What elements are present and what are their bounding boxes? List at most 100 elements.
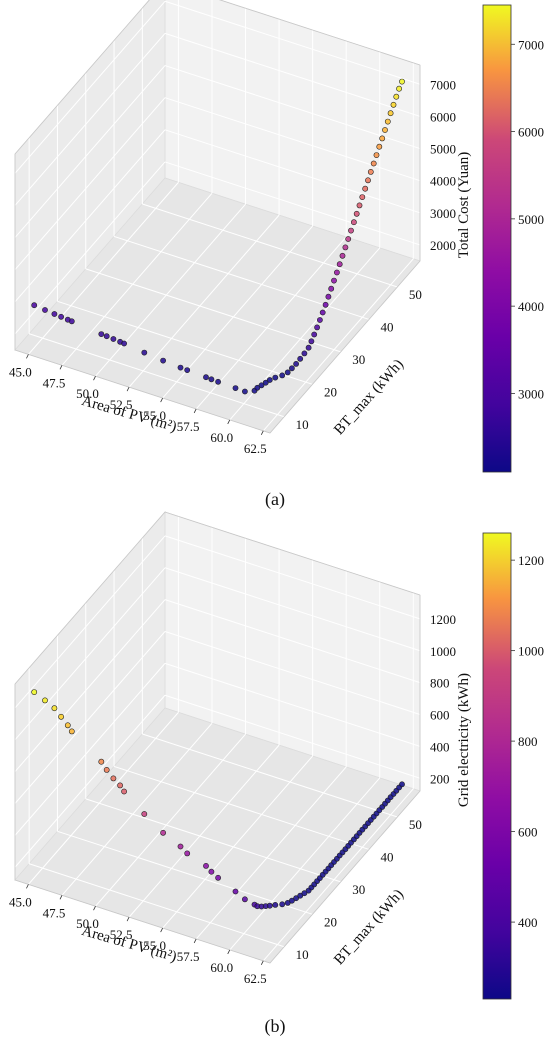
scatter-point — [58, 713, 64, 720]
x-tick-label: 57.5 — [177, 949, 200, 964]
z-tick-label: 5000 — [430, 142, 456, 157]
gridline — [14, 97, 166, 271]
colorbar-tick-label: 400 — [518, 915, 538, 930]
scatter-point — [110, 775, 117, 782]
colorbar-tick-label: 1200 — [518, 553, 544, 568]
gridline — [164, 694, 421, 779]
scatter-point — [203, 863, 209, 869]
x-tick-label: 47.5 — [43, 905, 66, 920]
scatter-point — [262, 379, 269, 386]
scatter-point — [373, 152, 380, 158]
colorbar — [482, 532, 512, 1000]
gridline — [28, 712, 179, 885]
scatter-point — [279, 372, 286, 379]
colorbar-tick-label: 3000 — [518, 386, 544, 401]
scatter-point — [58, 313, 64, 320]
gridline — [164, 567, 421, 652]
colorbar-tick-label: 4000 — [518, 299, 544, 314]
scatter-point — [288, 365, 295, 372]
x-tick — [160, 397, 163, 403]
x-tick — [93, 376, 96, 381]
scatter-point — [288, 897, 295, 904]
y-axis-label: BT_max (kWh) — [331, 357, 407, 439]
gridline — [14, 535, 166, 709]
scatter-point — [103, 767, 110, 773]
colorbar-tick-label: 7000 — [518, 37, 544, 52]
scatter-point — [325, 293, 332, 300]
y-tick-label: 20 — [324, 384, 337, 399]
colorbar-tick-label: 5000 — [518, 212, 544, 227]
scatter-point — [184, 367, 191, 373]
scatter-point — [121, 340, 127, 347]
scatter-point — [103, 333, 110, 340]
y-tick-label: 30 — [352, 352, 365, 367]
scatter-point — [393, 93, 400, 100]
colorbar-tick-label: 1000 — [518, 644, 544, 659]
x-tick — [193, 408, 197, 414]
scatter-point — [215, 378, 221, 385]
gridline — [164, 32, 421, 117]
scatter-point — [331, 277, 337, 284]
scatter-point — [345, 236, 352, 242]
z-tick-label: 800 — [430, 676, 450, 691]
gridline — [164, 65, 421, 150]
axis-edge — [14, 0, 150, 155]
x-tick — [227, 419, 231, 425]
scatter-point — [297, 892, 304, 899]
x-tick — [26, 354, 29, 359]
x-tick-label: 55.0 — [143, 408, 166, 423]
z-tick-label: 7000 — [430, 77, 456, 92]
scatter-point — [64, 722, 71, 729]
gridline — [262, 258, 414, 432]
scatter-point — [203, 374, 209, 381]
gridline — [164, 631, 421, 715]
scatter-point — [208, 376, 215, 383]
z-tick-label: 400 — [430, 739, 450, 754]
scatter-point — [258, 382, 265, 389]
y-tick-label: 50 — [409, 817, 422, 832]
scatter-point — [399, 781, 405, 788]
gridline — [164, 535, 421, 620]
scatter-point — [117, 782, 123, 789]
axis-edge — [164, 511, 421, 596]
colorbar-tick-label: 600 — [518, 825, 538, 840]
axis-edge — [269, 260, 421, 434]
x-tick-label: 60.0 — [210, 430, 233, 445]
z-tick-label: 4000 — [430, 174, 456, 189]
scatter-point — [177, 364, 184, 371]
panel-a-3d-scatter: 45.0 47.5 50.0 52.5 55.0 57.5 60.0 62.5 10 20 30 40… — [9, 0, 544, 510]
scatter-point — [365, 177, 371, 184]
y-tick-label: 10 — [296, 417, 309, 432]
scatter-point — [98, 331, 105, 337]
scatter-point — [266, 377, 273, 383]
scatter-point — [31, 302, 38, 309]
scatter-point — [68, 728, 75, 735]
scatter-point — [241, 388, 248, 395]
x-tick — [260, 960, 264, 965]
y-tick-label: 10 — [296, 947, 309, 962]
scatter-point — [382, 127, 388, 133]
scatter-point — [396, 85, 402, 92]
gridline — [14, 663, 166, 836]
gridline — [229, 777, 381, 951]
scatter-point — [42, 697, 48, 704]
z-tick-label: 6000 — [430, 109, 456, 124]
scatter-point — [350, 219, 357, 226]
y-tick-label: 40 — [381, 849, 394, 864]
scatter-point — [399, 78, 405, 85]
y-tick-label: 50 — [409, 287, 422, 302]
x-tick — [126, 916, 130, 922]
gridline — [14, 567, 166, 741]
gridline — [14, 33, 166, 206]
scatter-point — [177, 843, 184, 850]
gridline — [164, 161, 421, 246]
scatter-point — [160, 829, 166, 836]
z-axis-label: Total Cost (Yuan) — [456, 152, 472, 258]
scatter-point — [232, 888, 239, 895]
colorbar-tick-label: 6000 — [518, 125, 544, 140]
x-tick — [59, 895, 63, 900]
gridline — [28, 863, 285, 948]
x-tick — [260, 430, 264, 435]
axis-edge — [14, 349, 271, 434]
y-tick-label: 30 — [352, 882, 365, 897]
